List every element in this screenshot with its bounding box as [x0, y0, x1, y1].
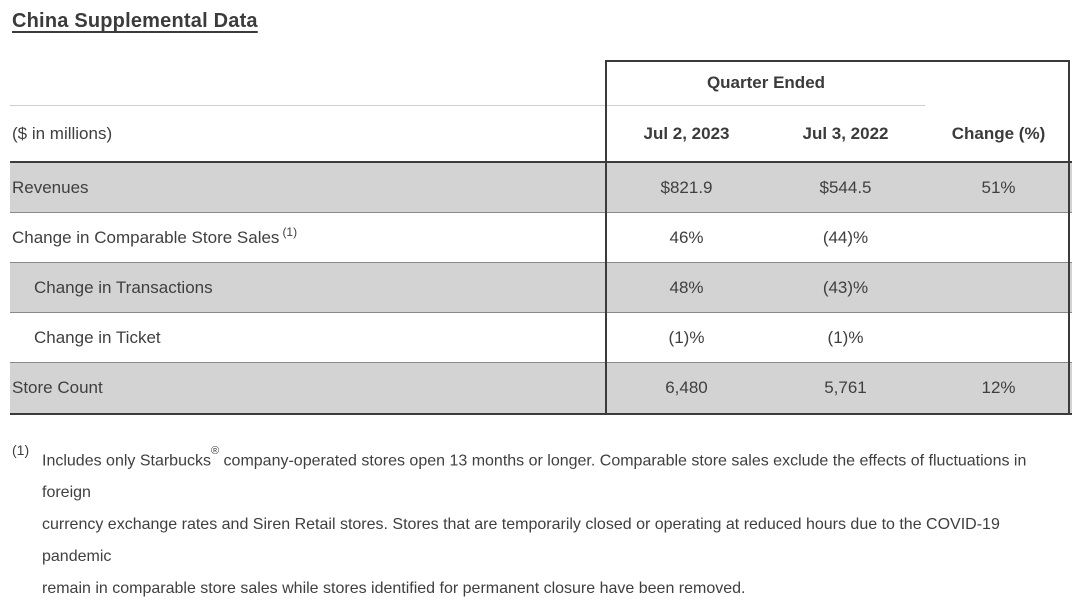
column-header-jul-2-2023: Jul 2, 2023: [643, 123, 730, 143]
footnote: (1) Includes only Starbucks® company-ope…: [12, 440, 1062, 605]
header-bottom-rule: [10, 161, 1072, 163]
footnote-line1-post: company-operated stores open 13 months o…: [42, 452, 1027, 502]
value-prior-quarter: (44)%: [822, 227, 869, 247]
table-row: Change in Ticket (1)% (1)%: [10, 313, 1072, 363]
value-current-quarter: 46%: [669, 227, 704, 247]
table-row: Change in Transactions 48% (43)%: [10, 263, 1072, 313]
column-header-change-pct: Change (%): [951, 123, 1046, 143]
value-prior-quarter: (43)%: [822, 277, 869, 297]
value-current-quarter: 6,480: [665, 378, 708, 397]
value-change-pct: [925, 263, 1072, 312]
value-change-pct: [925, 313, 1072, 362]
page-title: China Supplemental Data: [12, 10, 258, 32]
value-prior-quarter: $544.5: [819, 177, 872, 197]
table-row: Revenues $821.9 $544.5 51%: [10, 163, 1072, 213]
footnote-reference: (1): [282, 224, 298, 239]
footnote-text: Includes only Starbucks® company-operate…: [42, 440, 1062, 605]
value-change-pct: 51%: [981, 177, 1016, 197]
china-supplemental-data-page: China Supplemental Data Quarter Ended ($…: [10, 10, 1072, 597]
row-label: Revenues: [12, 177, 89, 197]
value-change-pct: 12%: [981, 378, 1016, 397]
row-label: Store Count: [12, 378, 103, 397]
table-bottom-rule: [10, 413, 1072, 415]
table-row: Store Count 6,480 5,761 12%: [10, 363, 1072, 413]
table-body: Revenues $821.9 $544.5 51% Change in Com…: [10, 163, 1072, 413]
supplemental-data-table: Quarter Ended ($ in millions) Jul 2, 202…: [10, 60, 1072, 415]
registered-trademark-symbol: ®: [210, 445, 220, 457]
value-prior-quarter: (1)%: [827, 327, 864, 347]
value-current-quarter: (1)%: [668, 327, 705, 347]
group-header-rule: [10, 105, 925, 106]
table-row: Change in Comparable Store Sales (1) 46% …: [10, 213, 1072, 263]
row-label: Change in Transactions: [34, 277, 213, 297]
footnote-line1-pre: Includes only Starbucks: [42, 452, 211, 470]
quarter-ended-group-header: Quarter Ended: [706, 72, 826, 92]
value-change-pct: [925, 213, 1072, 262]
value-prior-quarter: 5,761: [824, 378, 867, 397]
value-current-quarter: $821.9: [660, 177, 713, 197]
row-label: Change in Ticket: [34, 327, 161, 347]
row-label: Change in Comparable Store Sales: [12, 227, 280, 247]
footnote-marker: (1): [12, 442, 30, 458]
footnote-line3: remain in comparable store sales while s…: [42, 580, 746, 598]
value-current-quarter: 48%: [669, 277, 704, 297]
unit-label: ($ in millions): [12, 123, 113, 143]
footnote-line2: currency exchange rates and Siren Retail…: [42, 516, 1000, 566]
column-header-jul-3-2022: Jul 3, 2022: [802, 123, 889, 143]
